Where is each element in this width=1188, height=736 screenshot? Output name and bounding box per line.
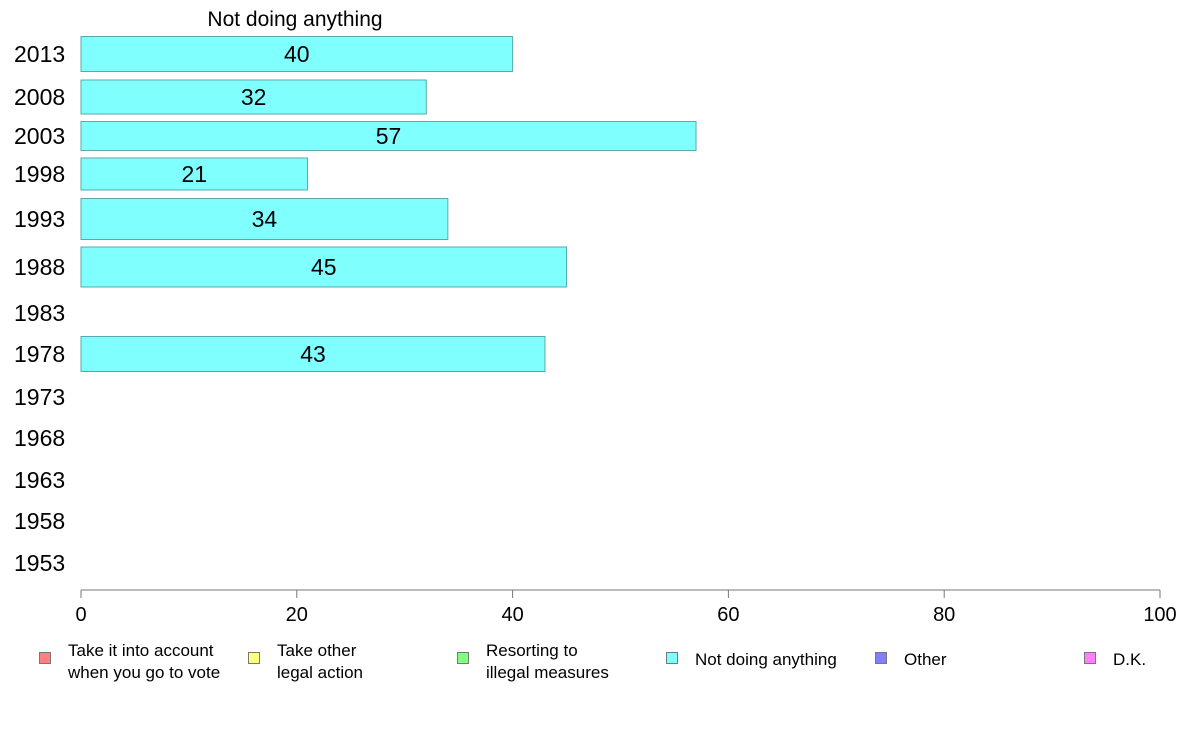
bar-value-label: 34 [252, 206, 278, 232]
legend-swatch [1084, 652, 1096, 664]
y-tick-label: 1968 [14, 425, 65, 451]
y-tick-label: 2003 [14, 123, 65, 149]
bar-value-label: 57 [376, 123, 402, 149]
legend-swatch [248, 652, 260, 664]
x-tick-label: 20 [286, 604, 308, 626]
legend-item: Take it into account when you go to vote [39, 640, 220, 684]
legend-label: Other [904, 650, 947, 669]
legend-item: Resorting to illegal measures [457, 640, 609, 684]
legend-swatch [666, 652, 678, 664]
legend-swatch [39, 652, 51, 664]
y-tick-label: 1958 [14, 508, 65, 534]
bar-value-label: 40 [284, 41, 310, 67]
y-tick-label: 1998 [14, 161, 65, 187]
legend-item: Other [875, 640, 947, 671]
bar-value-label: 21 [181, 161, 207, 187]
bar [80, 336, 546, 372]
y-tick-label: 1978 [14, 341, 65, 367]
legend-label: Take other legal action [277, 641, 364, 682]
legend-item: D.K. [1084, 640, 1146, 671]
x-tick-label: 80 [933, 604, 955, 626]
y-axis-labels: 2013 2008 2003 1998 1993 1988 1983 1978 1973 1968… [14, 41, 65, 576]
legend-swatch [875, 652, 887, 664]
bar-value-label: 43 [300, 341, 326, 367]
bar [80, 246, 568, 288]
bar [80, 157, 309, 191]
legend-label: Resorting to illegal measures [486, 641, 609, 682]
bar-value-label: 45 [311, 254, 337, 280]
y-tick-label: 1988 [14, 254, 65, 280]
x-tick-label: 60 [717, 604, 739, 626]
legend-label: Not doing anything [695, 650, 837, 669]
y-tick-label: 2013 [14, 41, 65, 67]
x-axis: 0 20 40 60 80 100 [75, 589, 1177, 626]
y-tick-label: 1963 [14, 467, 65, 493]
y-tick-label: 1973 [14, 384, 65, 410]
y-tick-label: 1953 [14, 550, 65, 576]
legend: Take it into account when you go to vote… [0, 640, 1188, 700]
legend-item: Not doing anything [666, 640, 837, 671]
y-tick-label: 1983 [14, 300, 65, 326]
bars-group: 40 32 57 21 34 45 43 [80, 36, 697, 372]
legend-item: Take other legal action [248, 640, 363, 684]
legend-label: D.K. [1113, 650, 1147, 669]
bar [80, 121, 697, 151]
chart-title: Not doing anything [207, 8, 382, 31]
x-tick-label: 40 [501, 604, 523, 626]
bar [80, 36, 514, 72]
y-tick-label: 1993 [14, 206, 65, 232]
y-tick-label: 2008 [14, 84, 65, 110]
bar [80, 198, 449, 240]
bar [80, 79, 427, 115]
x-tick-label: 100 [1143, 604, 1176, 626]
bar-value-label: 32 [241, 84, 267, 110]
legend-swatch [457, 652, 469, 664]
x-tick-label: 0 [75, 604, 86, 626]
legend-label: Take it into account when you go to vote [68, 641, 221, 682]
